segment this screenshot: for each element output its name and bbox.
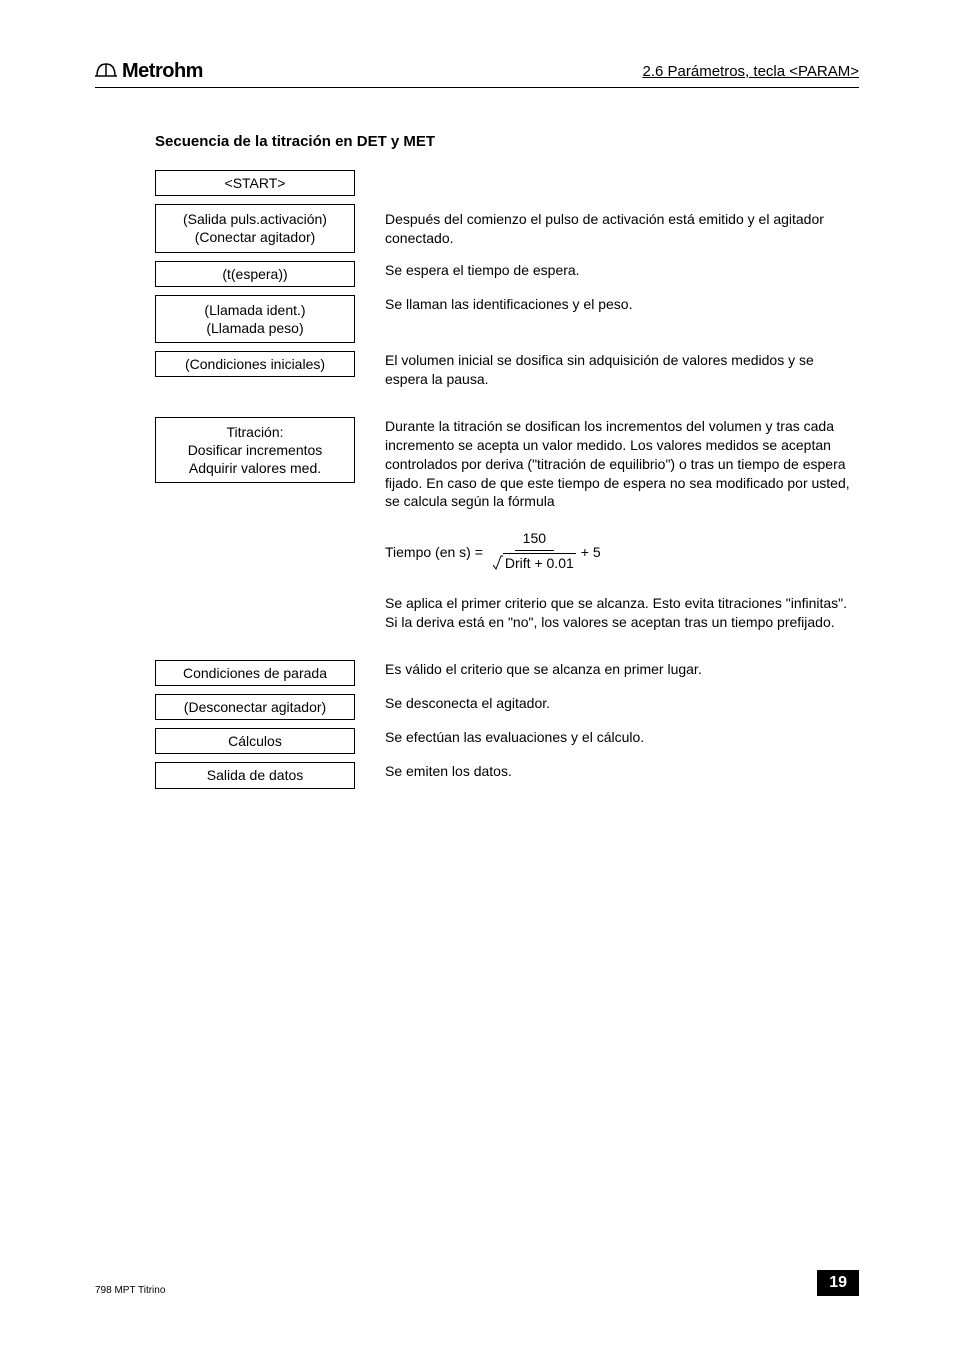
- formula: Tiempo (en s) = 150 Drift + 0.01 + 5: [385, 529, 859, 576]
- flow-box-activation: (Salida puls.activación) (Conectar agita…: [155, 204, 355, 252]
- page-header: Metrohm 2.6 Parámetros, tecla <PARAM>: [95, 60, 859, 88]
- flow-box-calc: Cálculos: [155, 728, 355, 754]
- flow-box-start: <START>: [155, 170, 355, 196]
- desc-stop-cond: Es válido el criterio que se alcanza en …: [385, 660, 859, 679]
- desc-calc: Se efectúan las evaluaciones y el cálcul…: [385, 728, 859, 747]
- desc-output: Se emiten los datos.: [385, 762, 859, 781]
- footer-model: 798 MPT Titrino: [95, 1285, 165, 1296]
- desc-initial: El volumen inicial se dosifica sin adqui…: [385, 351, 859, 389]
- flow-box-stop-cond: Condiciones de parada: [155, 660, 355, 686]
- flow-box-disconnect: (Desconectar agitador): [155, 694, 355, 720]
- desc-ident: Se llaman las identificaciones y el peso…: [385, 295, 859, 314]
- header-section-label: 2.6 Parámetros, tecla <PARAM>: [643, 63, 859, 80]
- post-formula-text: Se aplica el primer criterio que se alca…: [385, 594, 859, 632]
- page-number: 19: [817, 1270, 859, 1296]
- desc-wait: Se espera el tiempo de espera.: [385, 261, 859, 280]
- flow-box-wait: (t(espera)): [155, 261, 355, 287]
- flow-box-initial: (Condiciones iniciales): [155, 351, 355, 377]
- desc-disconnect: Se desconecta el agitador.: [385, 694, 859, 713]
- flow-box-output: Salida de datos: [155, 762, 355, 788]
- desc-titration: Durante la titración se dosifican los in…: [385, 417, 859, 632]
- logo-text: Metrohm: [122, 60, 203, 83]
- logo-icon: [95, 60, 117, 83]
- desc-activation: Después del comienzo el pulso de activac…: [385, 204, 859, 248]
- flow-box-titration: Titración: Dosificar incrementos Adquiri…: [155, 417, 355, 484]
- page-footer: 798 MPT Titrino 19: [95, 1270, 859, 1296]
- section-title: Secuencia de la titración en DET y MET: [155, 133, 859, 150]
- flow-box-ident: (Llamada ident.) (Llamada peso): [155, 295, 355, 343]
- logo: Metrohm: [95, 60, 203, 83]
